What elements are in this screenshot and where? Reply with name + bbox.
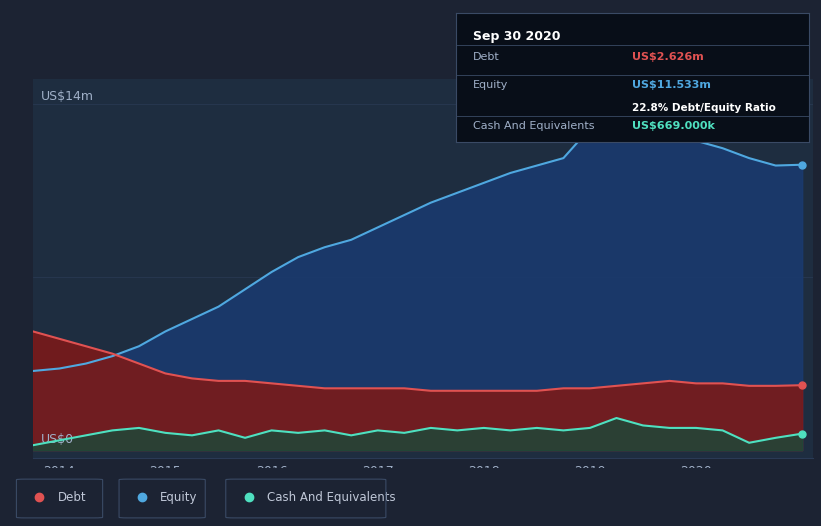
Text: Equity: Equity: [160, 491, 198, 503]
Text: US$2.626m: US$2.626m: [632, 52, 704, 62]
Text: Debt: Debt: [474, 52, 500, 62]
Text: Sep 30 2020: Sep 30 2020: [474, 30, 561, 43]
Text: 22.8% Debt/Equity Ratio: 22.8% Debt/Equity Ratio: [632, 103, 776, 114]
Text: Debt: Debt: [57, 491, 86, 503]
Text: US$11.533m: US$11.533m: [632, 80, 711, 90]
Text: US$0: US$0: [41, 433, 74, 446]
Text: Equity: Equity: [474, 80, 509, 90]
Text: US$669.000k: US$669.000k: [632, 122, 715, 132]
Text: US$14m: US$14m: [41, 90, 94, 103]
Text: Cash And Equivalents: Cash And Equivalents: [474, 122, 594, 132]
Text: Cash And Equivalents: Cash And Equivalents: [267, 491, 396, 503]
